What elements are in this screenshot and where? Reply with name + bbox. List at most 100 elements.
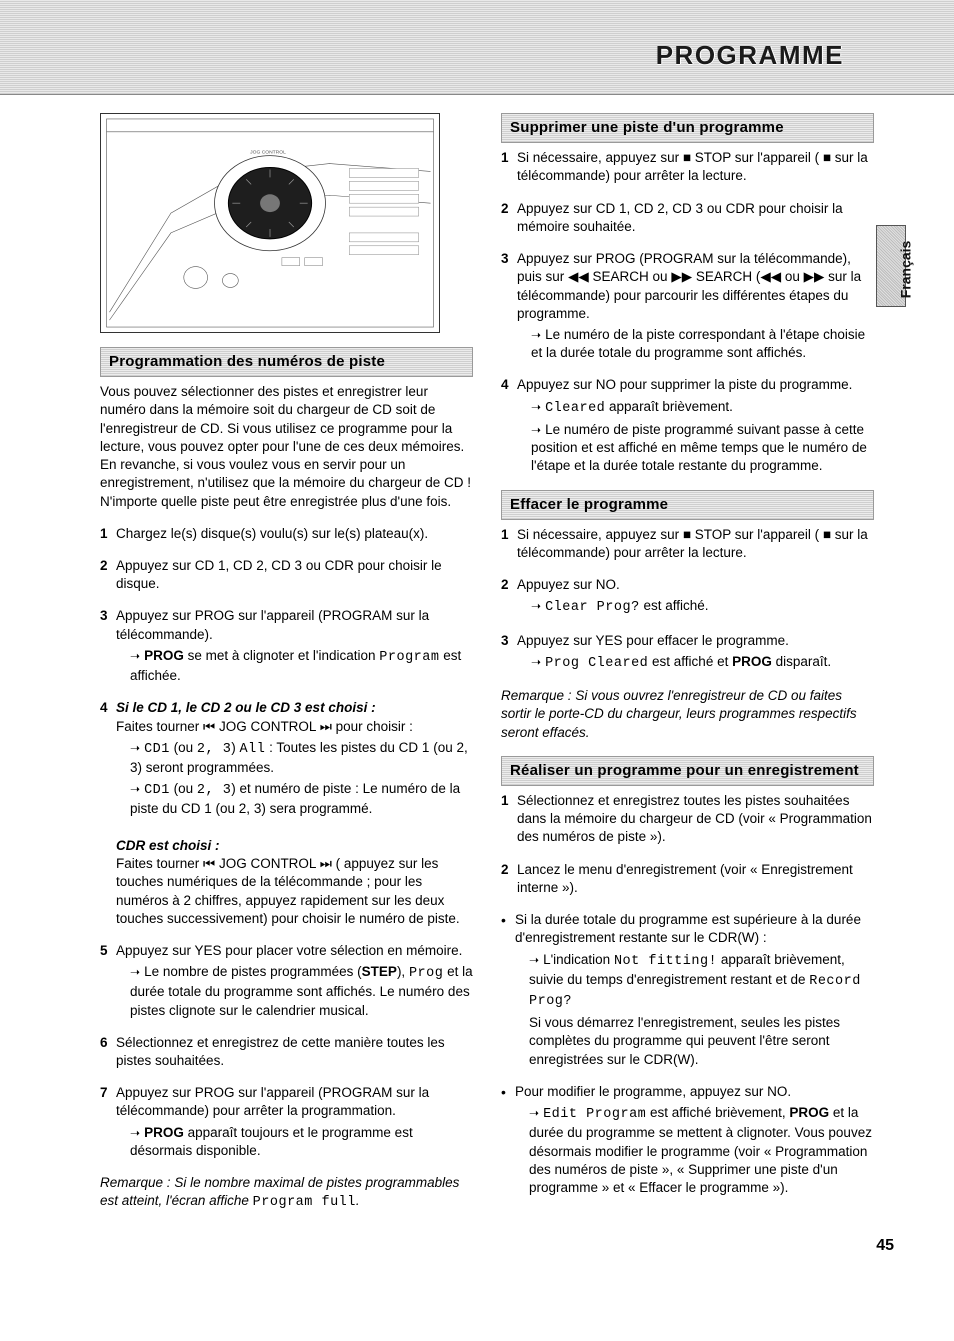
del4-result-a: Cleared apparaît brièvement.: [517, 398, 874, 418]
step-1: 1Chargez le(s) disque(s) voulu(s) sur le…: [100, 525, 473, 543]
prog-bold: PROG: [144, 648, 184, 663]
step-4: 4 Si le CD 1, le CD 2 ou le CD 3 est cho…: [100, 699, 473, 928]
rec2-text: Lancez le menu d'enregistrement (voir « …: [517, 862, 853, 895]
step-5-result: Le nombre de pistes programmées (STEP), …: [116, 963, 473, 1020]
language-tab: Français: [876, 225, 906, 307]
steps-list-record: 1Sélectionnez et enregistrez toutes les …: [501, 792, 874, 897]
step-4-opt-a: CD1 (ou 2, 3) All : Toutes les pistes du…: [116, 739, 473, 777]
rec1-text: Sélectionnez et enregistrez toutes les p…: [517, 793, 872, 844]
section-heading-programming: Programmation des numéros de piste: [100, 347, 473, 377]
svg-text:JOG CONTROL: JOG CONTROL: [250, 150, 286, 156]
record-bullets: Si la durée totale du programme est supé…: [501, 911, 874, 1197]
step-3: 3 Appuyez sur PROG sur l'appareil (PROGR…: [100, 607, 473, 685]
s4b-m2: 2, 3: [197, 783, 231, 798]
header-band: PROGRAMME: [0, 0, 954, 95]
note-mono: Program full: [253, 1195, 356, 1210]
s5a-1: Le nombre de pistes programmées (: [144, 964, 362, 979]
note-programming: Remarque : Si le nombre maximal de piste…: [100, 1174, 473, 1212]
rec-bullet-1: Si la durée totale du programme est supé…: [501, 911, 874, 1069]
del-step-4: 4 Appuyez sur NO pour supprimer la piste…: [501, 376, 874, 475]
language-label: Français: [896, 241, 915, 299]
step-7-result: PROG apparaît toujours et le programme e…: [116, 1124, 473, 1160]
step-7: 7 Appuyez sur PROG sur l'appareil (PROGR…: [100, 1084, 473, 1160]
recb1-result: L'indication Not fitting! apparaît brièv…: [515, 951, 874, 1012]
s4b-m1: CD1: [144, 783, 170, 798]
rec-bullet-2: Pour modifier le programme, appuyez sur …: [501, 1083, 874, 1197]
del3-result: Le numéro de la piste correspondant à l'…: [517, 326, 874, 362]
del4-text: Appuyez sur NO pour supprimer la piste d…: [517, 377, 852, 392]
del2-text: Appuyez sur CD 1, CD 2, CD 3 ou CDR pour…: [517, 201, 843, 234]
s4a-m1: CD1: [144, 742, 170, 757]
steps-list-clear: 1Si nécessaire, appuyez sur ■ STOP sur l…: [501, 526, 874, 673]
recb2a-1: est affiché brièvement,: [646, 1105, 789, 1120]
clr3-b: PROG: [732, 654, 772, 669]
s3a-mid: se met à clignoter et l'indication: [184, 648, 379, 663]
del1-text: Si nécessaire, appuyez sur ■ STOP sur l'…: [517, 150, 868, 183]
step-4-line1: Faites tourner ⏮ JOG CONTROL ⏭ pour choi…: [116, 719, 413, 734]
del-step-3: 3 Appuyez sur PROG (PROGRAM sur la téléc…: [501, 250, 874, 362]
device-illustration: JOG CONTROL: [100, 113, 440, 333]
step-5-text: Appuyez sur YES pour placer votre sélect…: [116, 943, 462, 958]
recb1-text: Si la durée totale du programme est supé…: [515, 912, 861, 945]
clr2-text: Appuyez sur NO.: [517, 577, 620, 592]
step-6: 6Sélectionnez et enregistrez de cette ma…: [100, 1034, 473, 1070]
step-1-text: Chargez le(s) disque(s) voulu(s) sur le(…: [116, 526, 428, 541]
rec-step-1: 1Sélectionnez et enregistrez toutes les …: [501, 792, 874, 847]
recb2a-m: Edit Program: [543, 1107, 646, 1122]
manual-page: PROGRAMME Français: [0, 0, 954, 1267]
section-heading-delete-track: Supprimer une piste d'un programme: [501, 113, 874, 143]
clr-step-2: 2 Appuyez sur NO. Clear Prog? est affich…: [501, 576, 874, 617]
step-2-text: Appuyez sur CD 1, CD 2, CD 3 ou CDR pour…: [116, 558, 442, 591]
clr3-text: Appuyez sur YES pour effacer le programm…: [517, 633, 789, 648]
step-7-text: Appuyez sur PROG sur l'appareil (PROGRAM…: [116, 1085, 429, 1118]
recb2-text: Pour modifier le programme, appuyez sur …: [515, 1084, 791, 1099]
recb1a-m: Not fitting!: [614, 954, 717, 969]
clr3-t: est affiché et: [648, 654, 732, 669]
clr3-result: Prog Cleared est affiché et PROG dispara…: [517, 653, 874, 673]
recb1-followup: Si vous démarrez l'enregistrement, seule…: [515, 1014, 874, 1069]
del3a: Le numéro de la piste correspondant à l'…: [531, 327, 865, 360]
s5a-b: STEP: [362, 964, 397, 979]
section-heading-clear: Effacer le programme: [501, 490, 874, 520]
step-6-text: Sélectionnez et enregistrez de cette man…: [116, 1035, 445, 1068]
clr2-t: est affiché.: [640, 598, 709, 613]
intro-paragraph: Vous pouvez sélectionner des pistes et e…: [100, 383, 473, 511]
note-label: Remarque :: [100, 1175, 171, 1190]
del-step-2: 2Appuyez sur CD 1, CD 2, CD 3 ou CDR pou…: [501, 200, 874, 236]
s4a-m3: All: [240, 742, 266, 757]
recb1a-1: L'indication: [543, 952, 614, 967]
clr2-result: Clear Prog? est affiché.: [517, 597, 874, 617]
del4a-t: apparaît brièvement.: [605, 399, 733, 414]
note-clear: Remarque : Si vous ouvrez l'enregistreur…: [501, 687, 874, 742]
recb1b: Si vous démarrez l'enregistrement, seule…: [529, 1015, 840, 1066]
steps-list-delete: 1Si nécessaire, appuyez sur ■ STOP sur l…: [501, 149, 874, 475]
s4b-t1: (ou: [170, 781, 197, 796]
right-column: Supprimer une piste d'un programme 1Si n…: [501, 113, 874, 1227]
cdr-body: Faites tourner ⏮ JOG CONTROL ⏭ ( appuyez…: [116, 856, 460, 926]
s7a-b: PROG: [144, 1125, 184, 1140]
page-title: PROGRAMME: [656, 38, 844, 73]
page-number: 45: [876, 1235, 894, 1257]
recb2-result: Edit Program est affiché brièvement, PRO…: [515, 1104, 874, 1197]
recb2a-b: PROG: [789, 1105, 829, 1120]
s4a-t2: ): [231, 740, 239, 755]
clr3-m: Prog Cleared: [545, 656, 648, 671]
section-heading-record: Réaliser un programme pour un enregistre…: [501, 756, 874, 786]
cdr-subtitle: CDR est choisi :: [116, 838, 220, 853]
clr3-t2: disparaît.: [772, 654, 831, 669]
s4a-t1: (ou: [170, 740, 197, 755]
s3a-mono: Program: [379, 650, 439, 665]
step-5: 5 Appuyez sur YES pour placer votre séle…: [100, 942, 473, 1020]
s5a-2: ),: [397, 964, 409, 979]
step-2: 2Appuyez sur CD 1, CD 2, CD 3 ou CDR pou…: [100, 557, 473, 593]
clr1-text: Si nécessaire, appuyez sur ■ STOP sur l'…: [517, 527, 868, 560]
step-4-opt-b: CD1 (ou 2, 3) et numéro de piste : Le nu…: [116, 780, 473, 818]
del4a-m: Cleared: [545, 401, 605, 416]
clr-step-1: 1Si nécessaire, appuyez sur ■ STOP sur l…: [501, 526, 874, 562]
s4a-m2: 2, 3: [197, 742, 231, 757]
s5a-m: Prog: [409, 966, 443, 981]
note2-label: Remarque :: [501, 688, 572, 703]
step-3-result: PROG se met à clignoter et l'indication …: [116, 647, 473, 685]
del4b: Le numéro de piste programmé suivant pas…: [531, 422, 867, 473]
rec-step-2: 2Lancez le menu d'enregistrement (voir «…: [501, 861, 874, 897]
